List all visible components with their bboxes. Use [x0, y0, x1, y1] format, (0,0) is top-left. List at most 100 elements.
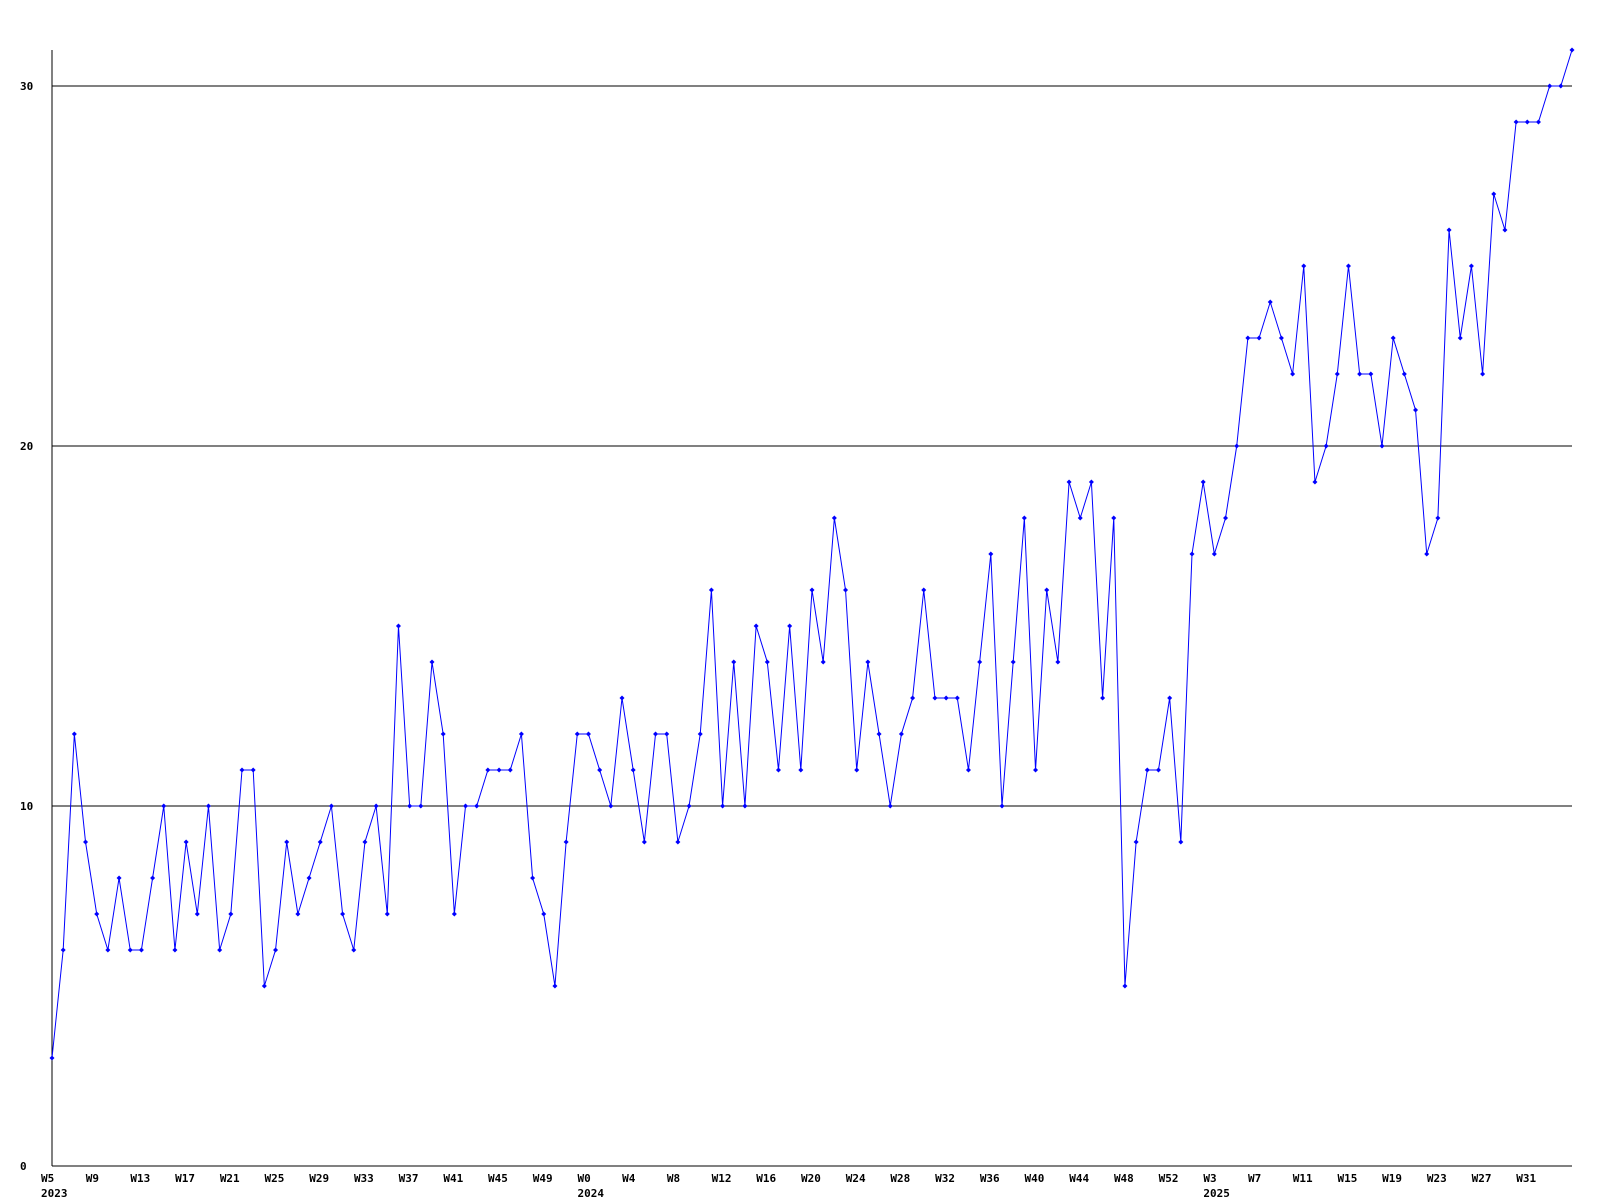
data-point [1155, 767, 1161, 773]
y-tick-label: 30 [20, 80, 33, 93]
data-point [809, 587, 815, 593]
x-tick-label: W21 [220, 1172, 240, 1185]
data-point [138, 947, 144, 953]
x-tick-label: W24 [846, 1172, 866, 1185]
data-point [1189, 551, 1195, 557]
data-point [865, 659, 871, 665]
data-point [932, 695, 938, 701]
data-point [295, 911, 301, 917]
data-point [1267, 299, 1273, 305]
data-point [798, 767, 804, 773]
x-year-label: 2024 [577, 1187, 604, 1200]
data-point [239, 767, 245, 773]
data-point [284, 839, 290, 845]
data-point [831, 515, 837, 521]
data-point [630, 767, 636, 773]
data-point [1334, 371, 1340, 377]
data-point [1357, 371, 1363, 377]
data-point [261, 983, 267, 989]
data-point [1569, 47, 1575, 53]
data-point [507, 767, 513, 773]
data-point [351, 947, 357, 953]
data-point [183, 839, 189, 845]
data-point [876, 731, 882, 737]
data-point [1077, 515, 1083, 521]
x-tick-label: W11 [1293, 1172, 1313, 1185]
data-point [306, 875, 312, 881]
data-point [619, 695, 625, 701]
data-point [1480, 371, 1486, 377]
data-point [328, 803, 334, 809]
x-year-label: 2023 [41, 1187, 68, 1200]
data-point [1513, 119, 1519, 125]
data-point [753, 623, 759, 629]
x-tick-label: W45 [488, 1172, 508, 1185]
x-tick-label: W17 [175, 1172, 195, 1185]
x-tick-label: W9 [86, 1172, 99, 1185]
x-year-label: 2025 [1203, 1187, 1230, 1200]
data-point [910, 695, 916, 701]
data-point [820, 659, 826, 665]
data-point [1144, 767, 1150, 773]
x-tick-label: W36 [980, 1172, 1000, 1185]
data-point [384, 911, 390, 917]
data-point [1167, 695, 1173, 701]
data-point [1345, 263, 1351, 269]
data-point [1446, 227, 1452, 233]
data-point [854, 767, 860, 773]
data-point [731, 659, 737, 665]
data-point [530, 875, 536, 881]
data-point [105, 947, 111, 953]
x-tick-label: W49 [533, 1172, 553, 1185]
data-point [742, 803, 748, 809]
data-point [1122, 983, 1128, 989]
data-point [1558, 83, 1564, 89]
data-point [943, 695, 949, 701]
data-point [1111, 515, 1117, 521]
data-point [1457, 335, 1463, 341]
data-point [194, 911, 200, 917]
data-point [664, 731, 670, 737]
data-point [843, 587, 849, 593]
data-point [641, 839, 647, 845]
data-point [373, 803, 379, 809]
data-point [150, 875, 156, 881]
data-point [1044, 587, 1050, 593]
x-tick-label: W3 [1203, 1172, 1216, 1185]
data-point [83, 839, 89, 845]
data-point [1245, 335, 1251, 341]
data-point [418, 803, 424, 809]
data-point [708, 587, 714, 593]
data-point [697, 731, 703, 737]
data-point [921, 587, 927, 593]
x-tick-label: W7 [1248, 1172, 1261, 1185]
data-point [94, 911, 100, 917]
data-point [49, 1055, 55, 1061]
data-point [999, 803, 1005, 809]
x-tick-label: W33 [354, 1172, 374, 1185]
x-tick-label: W16 [756, 1172, 776, 1185]
data-point [965, 767, 971, 773]
data-point [1468, 263, 1474, 269]
data-point [440, 731, 446, 737]
data-point [1379, 443, 1385, 449]
data-point [407, 803, 413, 809]
data-point [1401, 371, 1407, 377]
data-point [60, 947, 66, 953]
data-point [340, 911, 346, 917]
data-point [1524, 119, 1530, 125]
x-tick-label: W0 [577, 1172, 590, 1185]
x-tick-label: W27 [1472, 1172, 1492, 1185]
y-tick-label: 20 [20, 440, 33, 453]
data-point [395, 623, 401, 629]
data-point [563, 839, 569, 845]
x-tick-label: W19 [1382, 1172, 1402, 1185]
data-point [1368, 371, 1374, 377]
data-point [686, 803, 692, 809]
data-point [597, 767, 603, 773]
data-point [764, 659, 770, 665]
x-tick-label: W12 [712, 1172, 732, 1185]
y-tick-label: 10 [20, 800, 33, 813]
